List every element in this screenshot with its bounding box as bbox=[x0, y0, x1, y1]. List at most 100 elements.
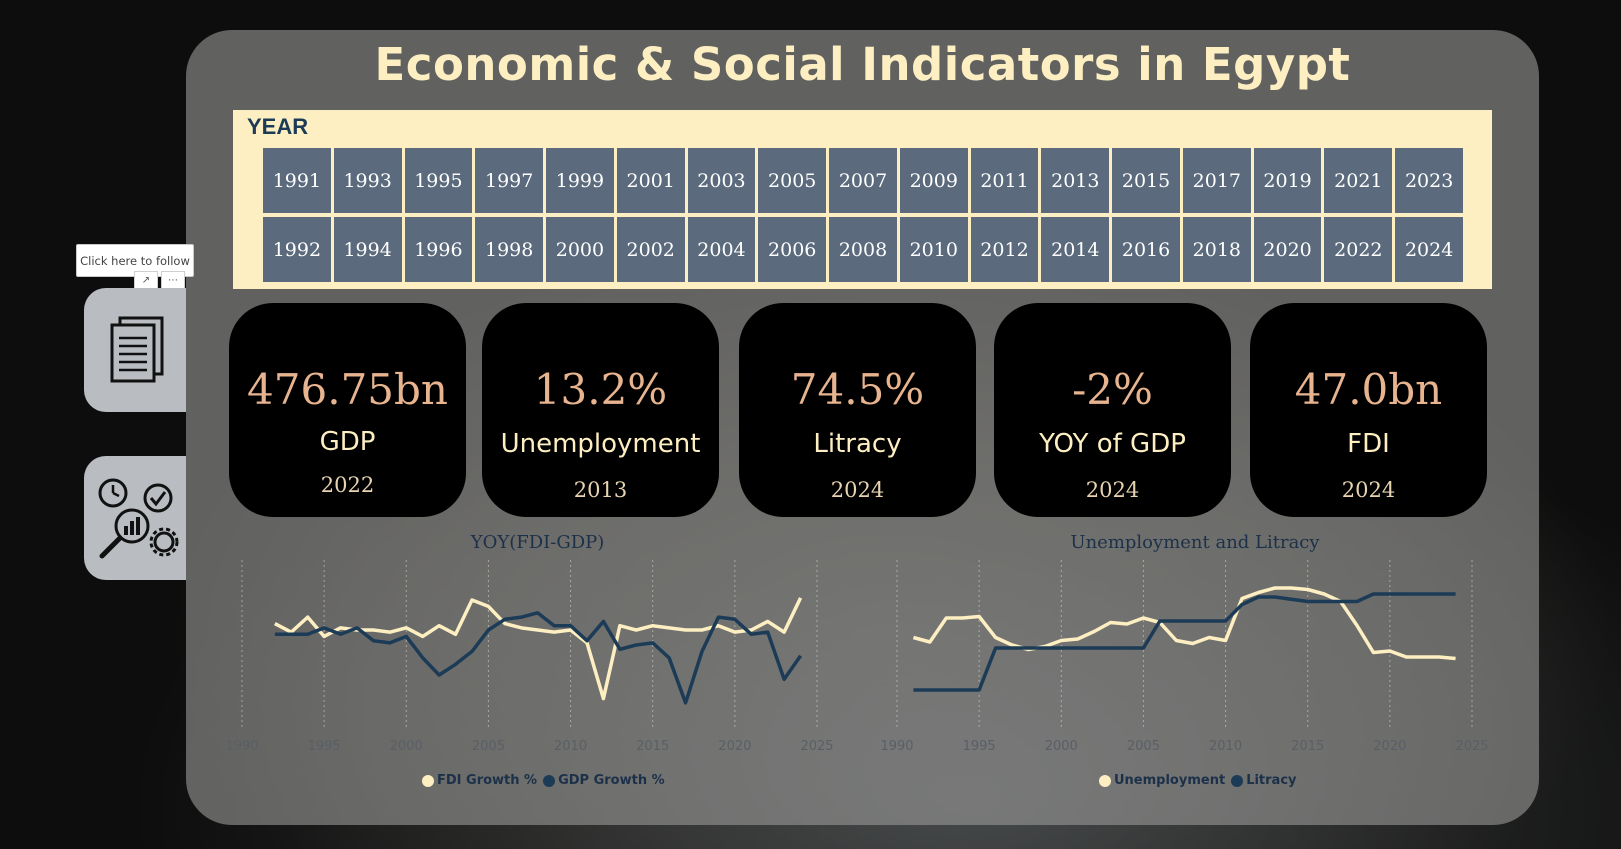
year-button[interactable]: 2001 bbox=[616, 148, 685, 213]
x-tick-label: 2020 bbox=[718, 739, 751, 754]
year-button[interactable]: 2020 bbox=[1253, 217, 1322, 282]
x-tick-label: 1990 bbox=[225, 739, 258, 754]
year-button[interactable]: 2008 bbox=[829, 217, 897, 282]
kpi-label: FDI bbox=[1347, 429, 1390, 459]
year-button[interactable]: 2017 bbox=[1182, 148, 1251, 213]
year-button[interactable]: 1999 bbox=[546, 148, 614, 213]
kpi-value: 13.2% bbox=[533, 365, 668, 414]
year-button[interactable]: 2004 bbox=[687, 217, 756, 282]
x-tick-label: 2025 bbox=[1455, 739, 1488, 754]
legend-unemployment-litracy: Unemployment Litracy bbox=[1099, 773, 1297, 788]
series-line bbox=[274, 611, 803, 705]
year-button[interactable]: 2022 bbox=[1324, 217, 1393, 282]
year-button[interactable]: 2021 bbox=[1324, 148, 1393, 213]
x-tick-label: 1995 bbox=[308, 739, 341, 754]
fdi-gdp-line-chart: 1990 1995 2000 2005 2010 2015 2020 2025 bbox=[225, 560, 834, 754]
chart-icon[interactable]: ↗ bbox=[134, 271, 158, 289]
kpi-value: -2% bbox=[1072, 365, 1153, 414]
x-tick-label: 2020 bbox=[1373, 739, 1406, 754]
legend-dot bbox=[543, 774, 556, 787]
year-button[interactable]: 2016 bbox=[1112, 217, 1180, 282]
year-button[interactable]: 2003 bbox=[687, 148, 756, 213]
legend-dot bbox=[1099, 774, 1111, 787]
legend-label: GDP Growth % bbox=[558, 773, 665, 788]
legend-label: Unemployment bbox=[1114, 773, 1226, 788]
x-tick-label: 2010 bbox=[554, 739, 587, 754]
year-button[interactable]: 2012 bbox=[970, 217, 1039, 282]
x-tick-label: 1995 bbox=[963, 739, 996, 754]
year-button[interactable]: 2006 bbox=[758, 217, 827, 282]
year-button[interactable]: 2018 bbox=[1182, 217, 1251, 282]
year-button[interactable]: 2014 bbox=[1041, 217, 1110, 282]
legend-item[interactable]: GDP Growth % bbox=[543, 773, 665, 788]
x-tick-label: 2025 bbox=[800, 739, 833, 754]
x-tick-label: 1990 bbox=[880, 739, 913, 754]
kpi-card-unemployment: 13.2% Unemployment 2013 bbox=[482, 303, 719, 517]
legend-dot bbox=[422, 774, 434, 787]
x-tick-label: 2000 bbox=[1045, 739, 1078, 754]
analytics-nav-button[interactable] bbox=[84, 456, 186, 580]
kpi-label: Litracy bbox=[813, 429, 902, 459]
year-button[interactable]: 1994 bbox=[333, 217, 402, 282]
kpi-year: 2024 bbox=[1085, 478, 1140, 502]
legend-item[interactable]: Unemployment bbox=[1099, 773, 1225, 788]
x-tick-label: 2000 bbox=[390, 739, 423, 754]
year-button[interactable]: 1996 bbox=[404, 217, 473, 282]
legend-item[interactable]: FDI Growth % bbox=[422, 773, 537, 788]
x-tick-label: 2015 bbox=[636, 739, 669, 754]
x-tick-label: 2005 bbox=[472, 739, 505, 754]
year-button[interactable]: 2015 bbox=[1112, 148, 1180, 213]
year-button[interactable]: 1992 bbox=[263, 217, 331, 282]
kpi-value: 74.5% bbox=[790, 365, 925, 414]
year-slicer: YEAR 1991 1993 1995 1997 1999 2001 2003 2005 200… bbox=[233, 110, 1492, 289]
year-button[interactable]: 2002 bbox=[616, 217, 685, 282]
kpi-year: 2024 bbox=[1341, 478, 1396, 502]
year-button[interactable]: 2010 bbox=[899, 217, 968, 282]
kpi-value: 476.75bn bbox=[247, 365, 448, 414]
kpi-value: 47.0bn bbox=[1294, 365, 1443, 414]
documents-nav-button[interactable] bbox=[84, 288, 186, 412]
legend-item[interactable]: Litracy bbox=[1231, 773, 1297, 788]
year-button[interactable]: 2013 bbox=[1041, 148, 1110, 213]
kpi-card-fdi: 47.0bn FDI 2024 bbox=[1250, 303, 1487, 517]
legend-fdi-gdp: FDI Growth % GDP Growth % bbox=[422, 773, 665, 788]
series-line bbox=[912, 586, 1456, 661]
kpi-year: 2022 bbox=[320, 473, 375, 497]
year-button[interactable]: 2007 bbox=[829, 148, 897, 213]
kpi-card-yoy-gdp: -2% YOY of GDP 2024 bbox=[994, 303, 1231, 517]
year-button[interactable]: 1993 bbox=[333, 148, 402, 213]
series-line bbox=[913, 592, 1456, 692]
kpi-card-litracy: 74.5% Litracy 2024 bbox=[739, 303, 976, 517]
year-slicer-label: YEAR bbox=[247, 114, 309, 139]
year-button[interactable]: 2000 bbox=[546, 217, 614, 282]
year-button[interactable]: 2009 bbox=[899, 148, 968, 213]
kpi-label: GDP bbox=[319, 427, 376, 457]
year-button[interactable]: 2023 bbox=[1395, 148, 1463, 213]
year-button[interactable]: 1995 bbox=[404, 148, 473, 213]
chart-title-fdi-gdp: YOY(FDI-GDP) bbox=[470, 532, 605, 553]
legend-label: FDI Growth % bbox=[437, 773, 538, 788]
page-title: Economic & Social Indicators in Egypt bbox=[374, 38, 1351, 91]
visual-header-icons: ↗ ⋯ bbox=[134, 271, 185, 289]
x-tick-label: 2010 bbox=[1209, 739, 1242, 754]
more-options-icon[interactable]: ⋯ bbox=[161, 271, 185, 289]
year-button[interactable]: 2011 bbox=[970, 148, 1039, 213]
year-button[interactable]: 2019 bbox=[1253, 148, 1322, 213]
x-tick-label: 2015 bbox=[1291, 739, 1324, 754]
year-button[interactable]: 1991 bbox=[263, 148, 331, 213]
chart-title-unemployment-litracy: Unemployment and Litracy bbox=[1070, 532, 1320, 553]
year-button[interactable]: 1997 bbox=[475, 148, 544, 213]
analytics-settings-icon bbox=[98, 478, 179, 559]
year-grid: 1991 1993 1995 1997 1999 2001 2003 2005 2007 2009… bbox=[263, 148, 1463, 282]
kpi-card-gdp: 476.75bn GDP 2022 bbox=[229, 303, 466, 517]
year-button[interactable]: 1998 bbox=[475, 217, 544, 282]
x-tick-label: 2005 bbox=[1127, 739, 1160, 754]
documents-icon bbox=[110, 316, 164, 383]
kpi-year: 2013 bbox=[573, 478, 628, 502]
kpi-label: YOY of GDP bbox=[1039, 429, 1186, 459]
year-button[interactable]: 2024 bbox=[1395, 217, 1463, 282]
kpi-year: 2024 bbox=[830, 478, 885, 502]
year-button[interactable]: 2005 bbox=[758, 148, 827, 213]
legend-dot bbox=[1231, 774, 1244, 787]
legend-label: Litracy bbox=[1246, 773, 1297, 788]
